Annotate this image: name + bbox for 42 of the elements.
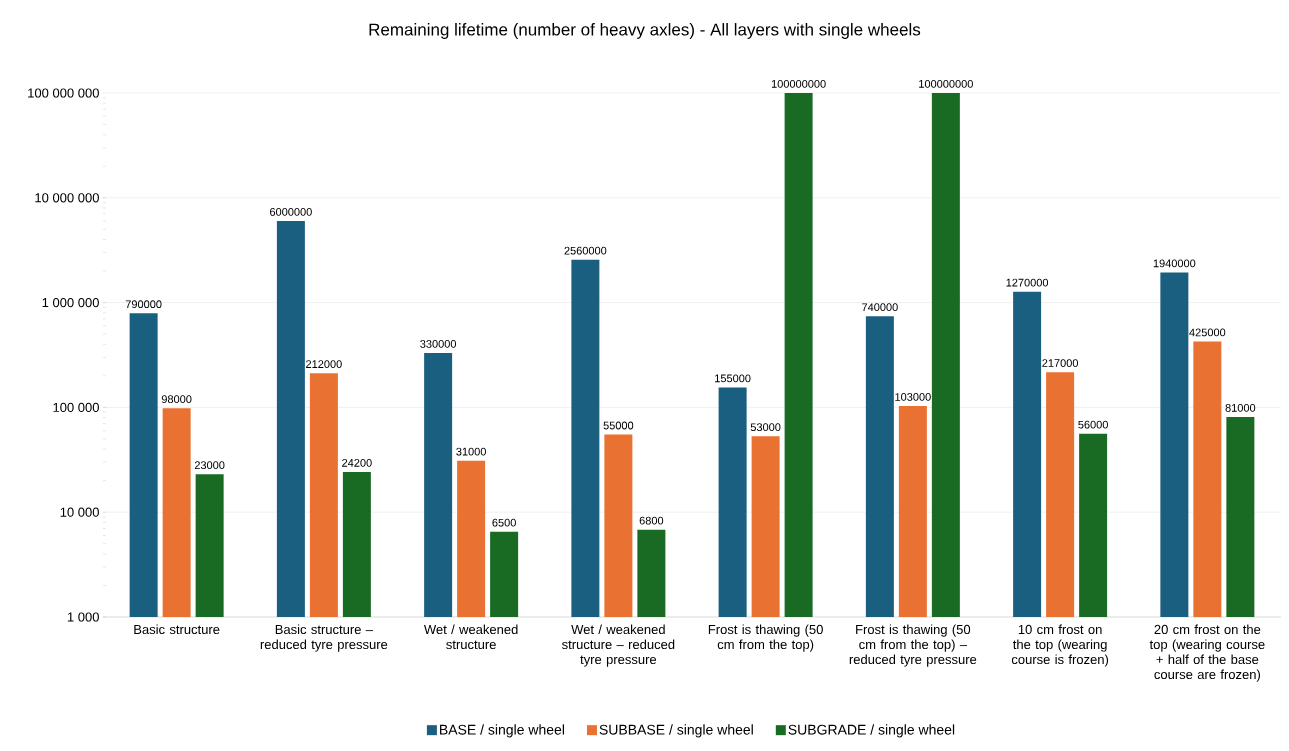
x-tick-label: Wet / weakened structure – reduced tyre pressure <box>562 624 675 667</box>
data-label: 56000 <box>1078 420 1108 429</box>
data-label: 6800 <box>639 516 664 525</box>
data-label: 740000 <box>862 303 898 312</box>
legend-label: SUBBASE / single wheel <box>599 724 753 738</box>
data-label: 100000000 <box>919 80 973 88</box>
x-tick-label: Wet / weakened structure <box>423 624 518 650</box>
data-label: 2560000 <box>564 246 607 255</box>
data-label: 217000 <box>1042 359 1079 367</box>
data-label: 53000 <box>750 423 781 432</box>
chart-title: Remaining lifetime (number of heavy axles) - All layers with single wheels <box>369 23 921 39</box>
data-label: 1270000 <box>1006 278 1049 287</box>
y-tick-label: 10 000 <box>60 507 99 517</box>
data-label: 55000 <box>603 421 634 430</box>
data-label: 100000000 <box>771 80 826 88</box>
y-tick-label: 10 000 000 <box>35 193 99 203</box>
data-label: 103000 <box>895 393 931 401</box>
x-tick-label: 10 cm frost on the top (wearing course is frozen) <box>1011 624 1109 667</box>
data-label: 212000 <box>306 360 342 368</box>
data-label: 6500 <box>492 518 516 527</box>
x-tick-label: Frost is thawing (50 cm from the top) <box>708 624 823 652</box>
data-label: 6000000 <box>270 208 312 216</box>
data-label: 425000 <box>1189 328 1226 337</box>
data-label: 31000 <box>456 447 486 456</box>
x-tick-label: 20 cm frost on the top (wearing course + half of the base course are frozen) <box>1149 624 1265 682</box>
x-tick-label: Basic structure – reduced tyre pressure <box>260 624 388 652</box>
x-tick-label: Frost is thawing (50 cm from the top) – reduced tyre pressure <box>849 624 977 667</box>
y-tick-label: 1 000 <box>67 612 99 622</box>
legend-label: SUBGRADE / single wheel <box>788 724 955 738</box>
data-label: 155000 <box>715 374 751 383</box>
y-tick-label: 100 000 000 <box>28 88 99 98</box>
legend-label: BASE / single wheel <box>440 724 565 738</box>
data-label: 98000 <box>161 395 192 404</box>
x-tick-label: Basic structure <box>134 624 220 635</box>
data-label: 790000 <box>125 300 162 309</box>
data-label: 81000 <box>1225 404 1256 412</box>
data-label: 23000 <box>194 461 225 470</box>
data-label: 330000 <box>420 340 457 348</box>
y-tick-label: 100 000 <box>53 402 99 412</box>
y-tick-label: 1 000 000 <box>42 297 99 308</box>
data-label: 1940000 <box>1153 259 1196 268</box>
data-label: 24200 <box>342 458 372 467</box>
